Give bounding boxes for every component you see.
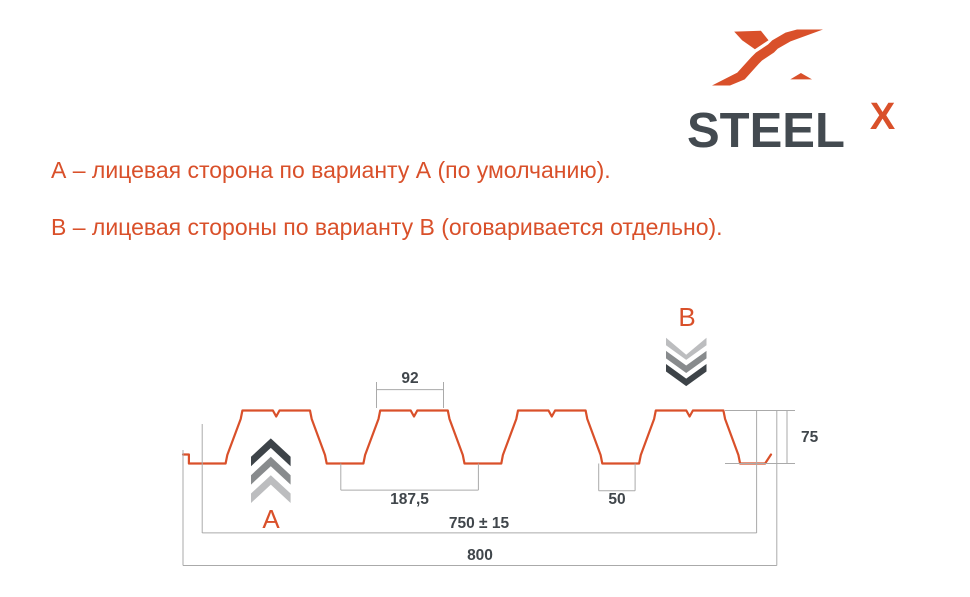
svg-text:75: 75 [801, 429, 819, 446]
svg-text:187,5: 187,5 [390, 491, 429, 508]
svg-text:50: 50 [608, 491, 625, 508]
svg-text:800: 800 [467, 547, 493, 564]
svg-text:A: A [262, 504, 280, 534]
svg-text:B: B [678, 302, 695, 332]
svg-text:750 ± 15: 750 ± 15 [449, 515, 510, 532]
svg-text:92: 92 [401, 370, 418, 387]
